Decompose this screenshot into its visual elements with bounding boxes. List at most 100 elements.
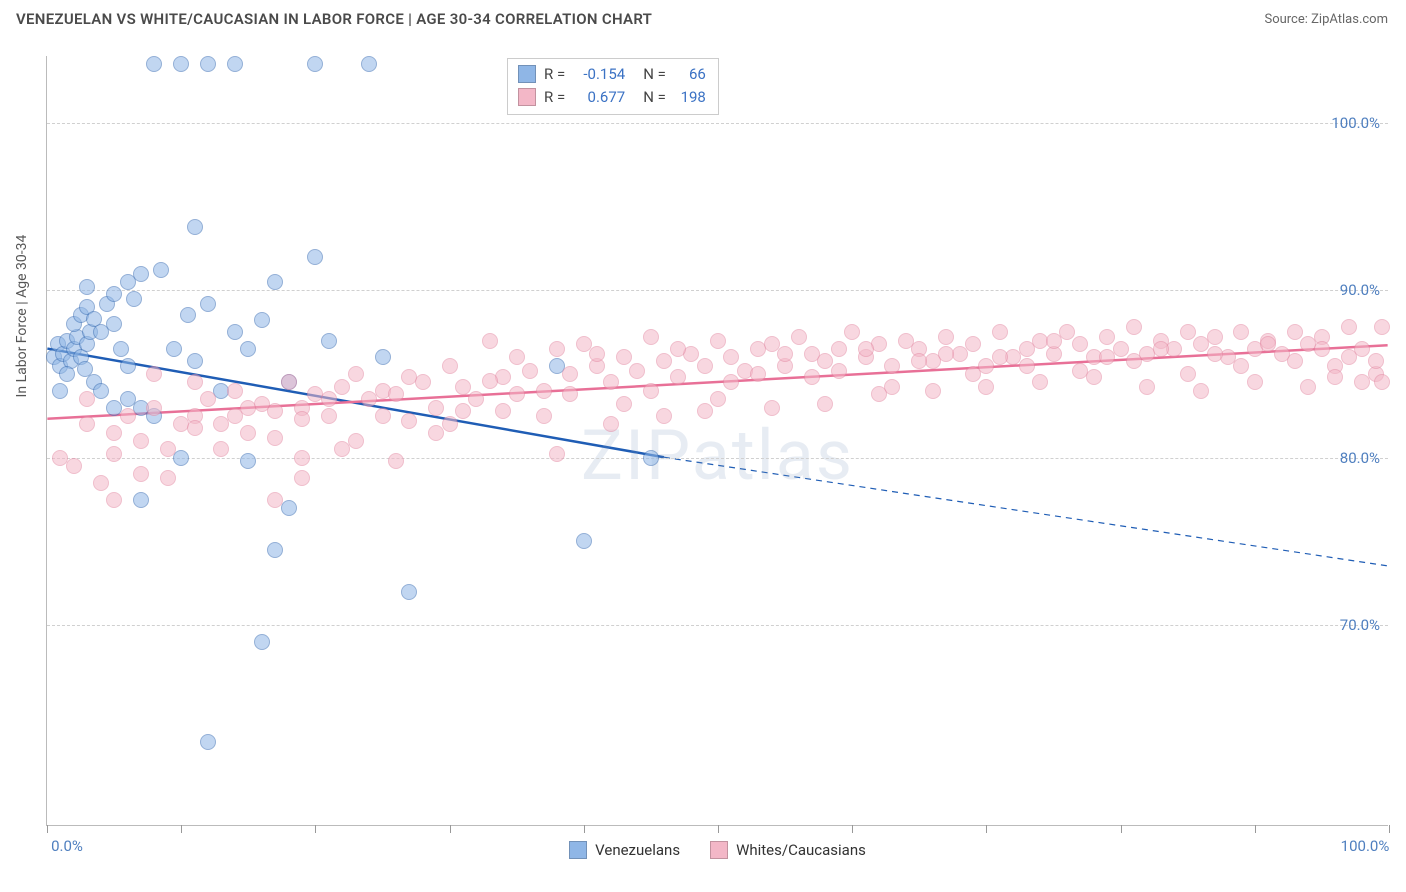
scatter-point [321, 408, 337, 424]
scatter-point [307, 56, 323, 72]
legend-swatch [518, 65, 536, 83]
scatter-point [79, 416, 95, 432]
r-label: R = [544, 63, 565, 86]
scatter-point [1314, 341, 1330, 357]
scatter-point [1300, 379, 1316, 395]
x-tick-mark [181, 825, 182, 833]
scatter-point [603, 374, 619, 390]
scatter-point [858, 341, 874, 357]
scatter-point [1233, 358, 1249, 374]
scatter-point [240, 341, 256, 357]
scatter-point [616, 396, 632, 412]
x-tick-mark [584, 825, 585, 833]
scatter-point [938, 329, 954, 345]
y-tick-label: 80.0% [1340, 449, 1380, 467]
scatter-point [227, 408, 243, 424]
scatter-point [133, 492, 149, 508]
gridline-h [47, 625, 1388, 626]
n-value: 198 [674, 86, 706, 109]
scatter-point [187, 374, 203, 390]
legend-swatch [710, 841, 728, 859]
legend-item: Venezuelans [569, 841, 680, 859]
scatter-point [1341, 319, 1357, 335]
scatter-point [106, 286, 122, 302]
scatter-point [227, 324, 243, 340]
scatter-point [59, 366, 75, 382]
r-label: R = [544, 86, 565, 109]
scatter-point [133, 433, 149, 449]
trend-line-dashed [664, 457, 1388, 566]
legend-label: Whites/Caucasians [736, 841, 866, 859]
scatter-point [777, 346, 793, 362]
x-tick-mark [47, 825, 48, 833]
scatter-point [1099, 349, 1115, 365]
scatter-point [925, 383, 941, 399]
scatter-point [113, 341, 129, 357]
scatter-point [146, 400, 162, 416]
scatter-point [1233, 324, 1249, 340]
legend-item: Whites/Caucasians [710, 841, 866, 859]
scatter-point [884, 358, 900, 374]
scatter-point [1180, 324, 1196, 340]
scatter-point [1086, 369, 1102, 385]
x-tick-mark [1121, 825, 1122, 833]
scatter-point [455, 403, 471, 419]
scatter-point [629, 363, 645, 379]
scatter-point [187, 353, 203, 369]
scatter-point [562, 386, 578, 402]
scatter-point [267, 274, 283, 290]
scatter-point [240, 453, 256, 469]
y-axis-label: In Labor Force | Age 30-34 [14, 235, 30, 398]
scatter-point [160, 441, 176, 457]
scatter-point [710, 333, 726, 349]
scatter-point [992, 324, 1008, 340]
scatter-point [1374, 374, 1390, 390]
scatter-point [321, 333, 337, 349]
scatter-point [348, 366, 364, 382]
scatter-point [1046, 333, 1062, 349]
scatter-point [294, 450, 310, 466]
scatter-point [146, 56, 162, 72]
scatter-point [153, 262, 169, 278]
chart-plot-area: ZIPatlas R =-0.154N =66R =0.677N =198 Ve… [46, 56, 1388, 826]
scatter-point [1327, 369, 1343, 385]
scatter-point [468, 391, 484, 407]
scatter-point [240, 400, 256, 416]
scatter-point [710, 391, 726, 407]
scatter-point [106, 492, 122, 508]
scatter-point [697, 358, 713, 374]
scatter-point [133, 266, 149, 282]
scatter-point [1113, 341, 1129, 357]
scatter-point [616, 349, 632, 365]
scatter-point [844, 324, 860, 340]
scatter-point [213, 441, 229, 457]
gridline-h [47, 123, 1388, 124]
legend-swatch [569, 841, 587, 859]
scatter-point [723, 349, 739, 365]
scatter-point [334, 379, 350, 395]
scatter-point [750, 366, 766, 382]
scatter-point [254, 634, 270, 650]
n-label: N = [643, 63, 666, 86]
scatter-point [1126, 319, 1142, 335]
scatter-point [1287, 324, 1303, 340]
n-label: N = [643, 86, 666, 109]
scatter-point [66, 458, 82, 474]
scatter-point [334, 441, 350, 457]
scatter-point [1374, 319, 1390, 335]
scatter-point [817, 396, 833, 412]
scatter-point [120, 408, 136, 424]
n-value: 66 [674, 63, 706, 86]
scatter-point [294, 411, 310, 427]
scatter-point [120, 358, 136, 374]
scatter-point [643, 450, 659, 466]
scatter-point [1099, 329, 1115, 345]
scatter-point [1032, 374, 1048, 390]
y-tick-label: 100.0% [1331, 114, 1380, 132]
correlation-legend: R =-0.154N =66R =0.677N =198 [507, 58, 719, 115]
scatter-point [911, 353, 927, 369]
scatter-point [670, 369, 686, 385]
scatter-point [79, 279, 95, 295]
scatter-point [697, 403, 713, 419]
scatter-point [307, 249, 323, 265]
